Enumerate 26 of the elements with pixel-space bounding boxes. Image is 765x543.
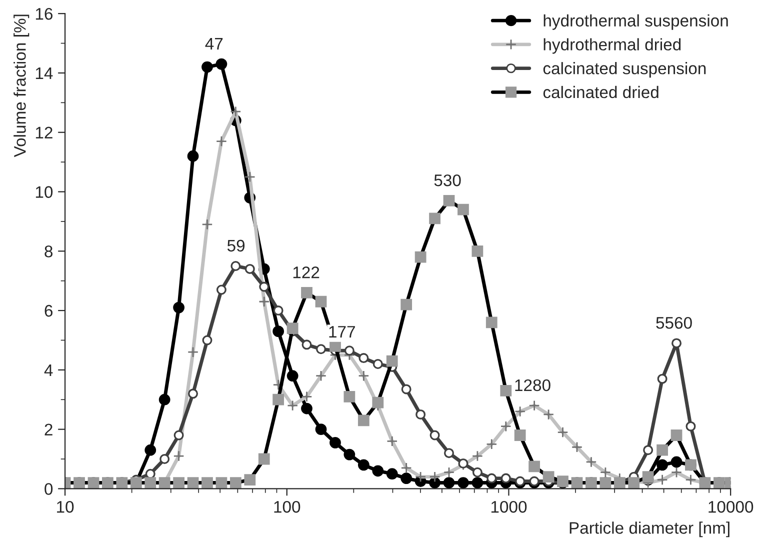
annotation: 5560 <box>656 316 692 329</box>
legend-label: calcinated dried <box>543 86 658 98</box>
legend-label: calcinated suspension <box>543 62 706 78</box>
annotation: 530 <box>434 174 461 186</box>
y-tick-label: 4 <box>44 364 53 376</box>
x-tick-label: 10000 <box>708 500 754 513</box>
x-tick-label: 10 <box>57 500 74 513</box>
y-tick-label: 6 <box>44 304 52 317</box>
annotation: 1280 <box>515 379 550 392</box>
x-tick-label: 100 <box>274 500 300 513</box>
y-tick-label: 12 <box>36 126 52 138</box>
y-tick-label: 2 <box>44 424 52 436</box>
annotation: 59 <box>227 240 245 252</box>
y-tick-label: 14 <box>36 68 53 80</box>
legend-label: hydrothermal suspension <box>544 14 728 30</box>
y-tick-label: 16 <box>36 8 52 20</box>
x-axis-title: Particle diameter [nm] <box>570 522 730 538</box>
y-tick-label: 8 <box>44 246 52 258</box>
y-axis-title: Volume fraction [%] <box>14 14 30 158</box>
legend-label: hydrothermal dried <box>544 38 681 54</box>
x-tick-label: 1000 <box>491 500 527 513</box>
y-tick-label: 0 <box>44 483 53 495</box>
annotation: 177 <box>329 326 355 338</box>
annotation: 122 <box>293 266 320 278</box>
y-tick-label: 10 <box>36 186 53 198</box>
annotation: 47 <box>205 38 223 50</box>
